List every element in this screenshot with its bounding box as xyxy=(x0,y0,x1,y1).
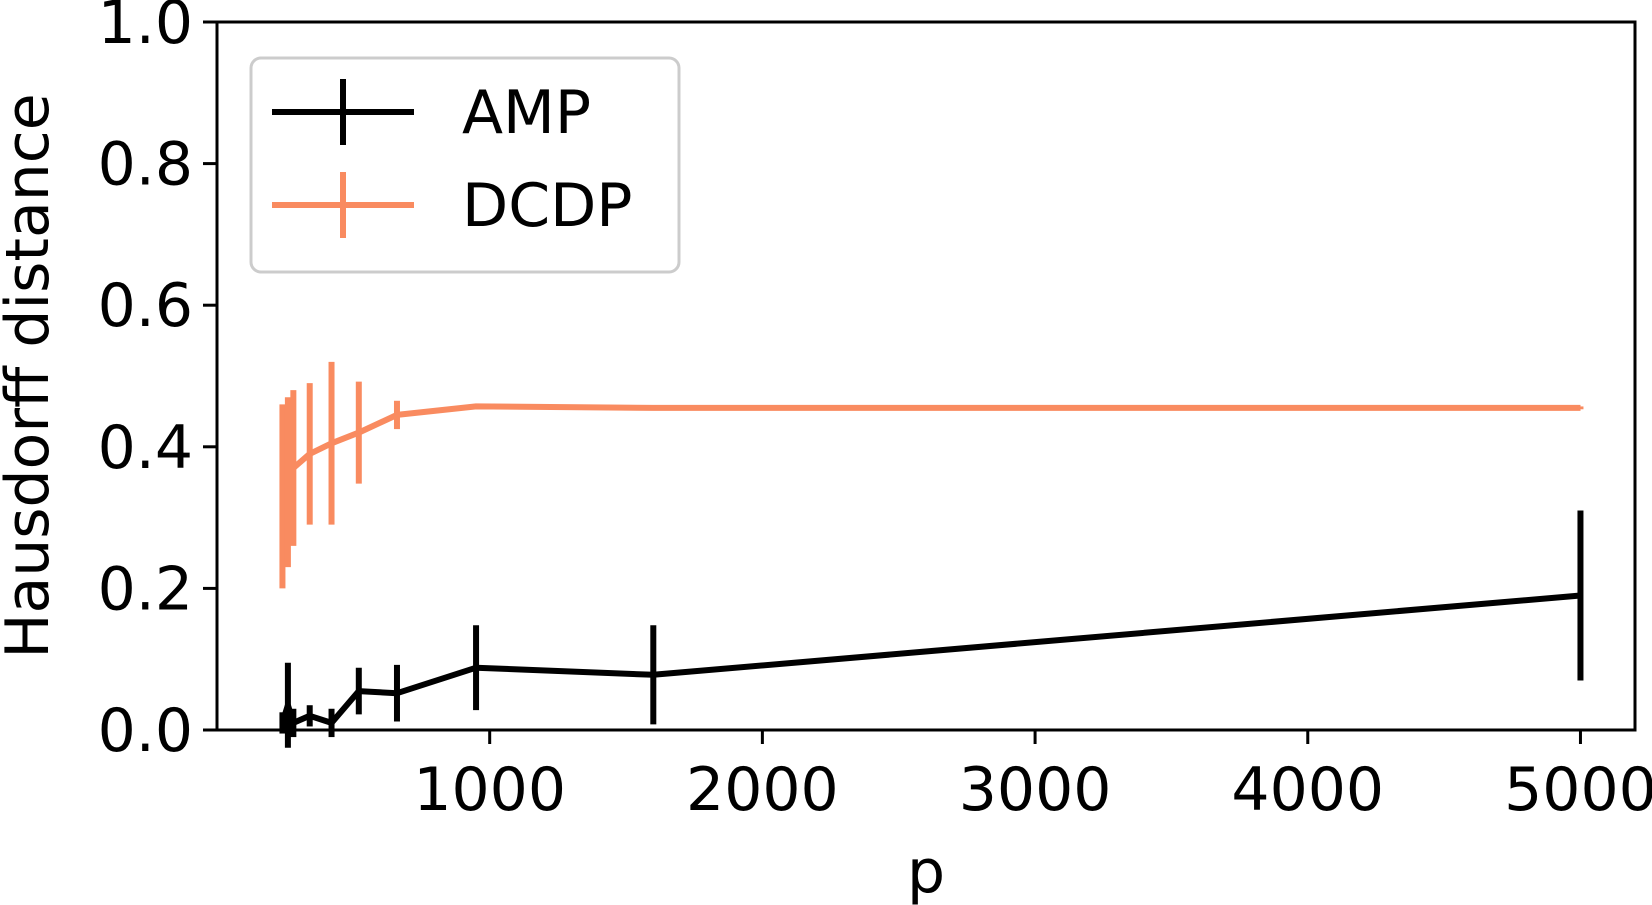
y-tick-label: 0.0 xyxy=(98,696,193,766)
axes-frame xyxy=(215,20,1637,732)
y-tick-label: 0.6 xyxy=(98,271,193,341)
x-axis: 1000 2000 3000 4000 5000 xyxy=(413,730,1652,825)
y-tick-label: 0.2 xyxy=(98,554,193,624)
x-tick-label: 2000 xyxy=(686,755,839,825)
y-axis-label: Hausdorff distance xyxy=(0,93,63,658)
y-tick-label: 0.8 xyxy=(98,130,193,200)
legend-entry: AMP xyxy=(272,78,591,148)
legend-label: DCDP xyxy=(462,171,632,241)
legend-entry: DCDP xyxy=(272,171,632,241)
plot-area xyxy=(279,361,1584,748)
legend: AMP DCDP xyxy=(249,56,681,274)
legend-label: AMP xyxy=(462,78,591,148)
x-tick-label: 1000 xyxy=(413,755,566,825)
y-tick-label: 1.0 xyxy=(98,0,193,58)
x-tick-label: 5000 xyxy=(1504,755,1652,825)
series-line xyxy=(279,403,1581,498)
x-tick-label: 3000 xyxy=(959,755,1112,825)
x-tick-label: 4000 xyxy=(1231,755,1384,825)
y-tick-label: 0.4 xyxy=(98,413,193,483)
y-axis: 0.0 0.2 0.4 0.6 0.8 1.0 xyxy=(98,0,217,766)
x-axis-label: p xyxy=(907,837,945,905)
series-dcdp xyxy=(279,361,1584,589)
series-amp xyxy=(279,510,1584,748)
